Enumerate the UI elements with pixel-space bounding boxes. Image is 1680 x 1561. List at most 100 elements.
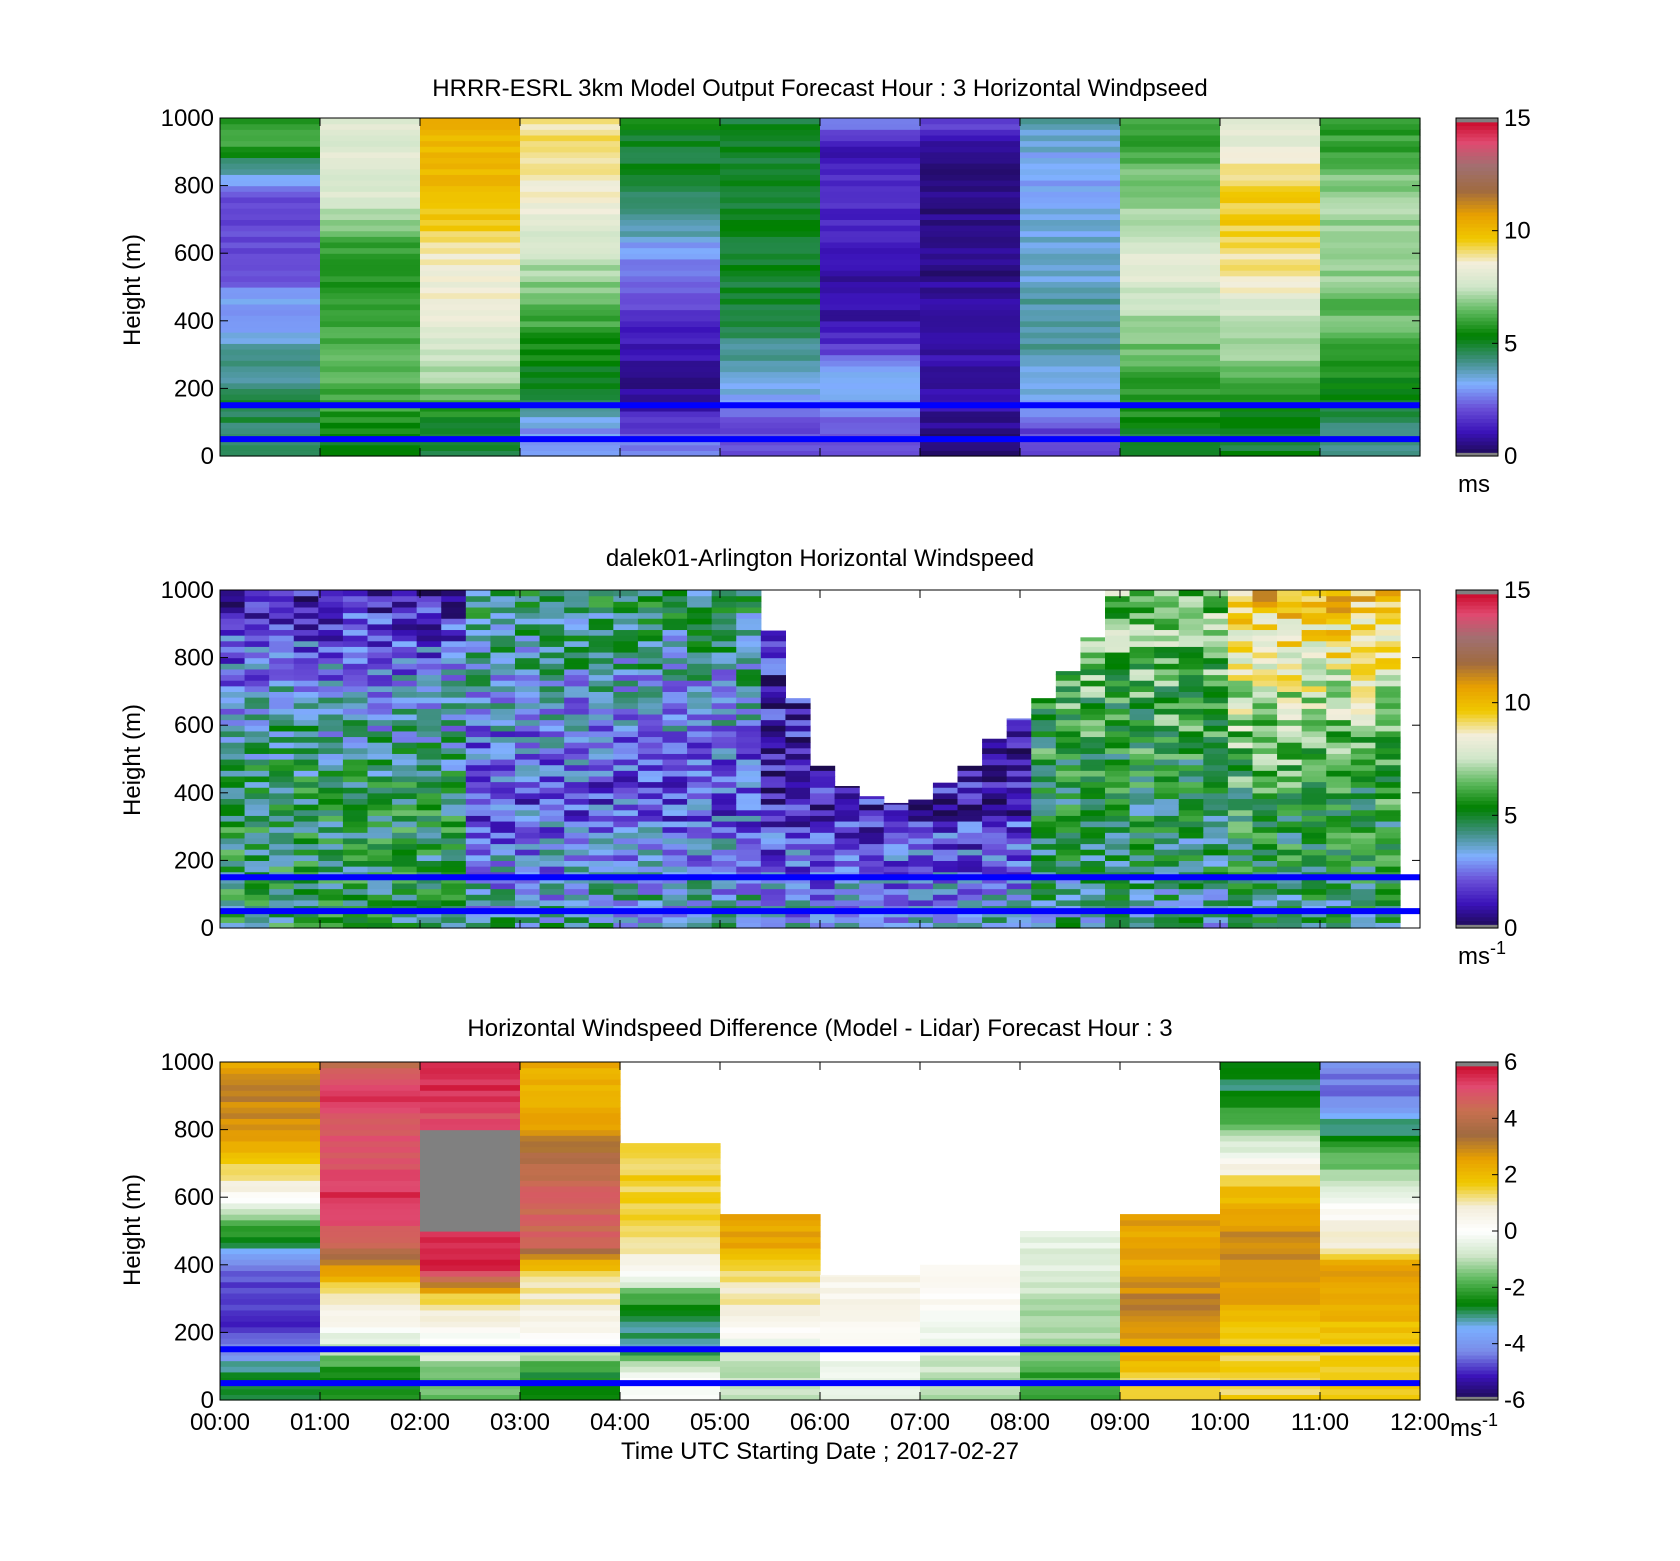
heatmap-cell — [320, 1219, 421, 1226]
heatmap-cell — [490, 618, 516, 625]
heatmap-cell — [1203, 635, 1229, 642]
heatmap-cell — [1154, 685, 1180, 692]
heatmap-cell — [269, 590, 295, 597]
heatmap-cell — [1227, 730, 1254, 738]
heatmap-cell — [1252, 894, 1278, 901]
heatmap-cell — [834, 911, 860, 918]
colorbar-cell — [1456, 1088, 1498, 1093]
heatmap-cell — [720, 1366, 821, 1373]
heatmap-cell — [1129, 685, 1155, 692]
heatmap-cell — [711, 629, 737, 636]
heatmap-cell — [520, 1152, 621, 1159]
heatmap-cell — [1055, 691, 1082, 698]
heatmap-cell — [1129, 826, 1155, 833]
heatmap-cell — [1252, 635, 1278, 642]
heatmap-cell — [564, 612, 590, 619]
heatmap-cell — [1277, 877, 1303, 884]
heatmap-cell — [1020, 298, 1121, 305]
heatmap-cell — [720, 264, 821, 271]
heatmap-cell — [1105, 651, 1131, 659]
heatmap-cell — [465, 657, 492, 664]
heatmap-cell — [1129, 640, 1155, 647]
heatmap-cell — [342, 606, 369, 614]
heatmap-cell — [465, 719, 492, 726]
heatmap-cell — [720, 292, 821, 299]
heatmap-cell — [1154, 866, 1180, 873]
heatmap-cell — [736, 888, 762, 895]
heatmap-cell — [416, 747, 442, 754]
heatmap-cell — [1320, 118, 1421, 125]
heatmap-cell — [1227, 770, 1254, 777]
heatmap-cell — [220, 809, 246, 816]
heatmap-cell — [1203, 843, 1229, 850]
heatmap-cell — [564, 866, 590, 873]
heatmap-cell — [637, 674, 664, 681]
heatmap-cell — [318, 849, 344, 856]
heatmap-cell — [441, 742, 467, 749]
heatmap-cell — [342, 629, 369, 636]
heatmap-cell — [620, 1383, 721, 1390]
heatmap-cell — [1320, 1157, 1421, 1164]
heatmap-cell — [269, 854, 295, 861]
heatmap-cell — [711, 640, 737, 647]
heatmap-cell — [465, 646, 492, 653]
heatmap-cell — [318, 843, 344, 850]
heatmap-cell — [1129, 590, 1155, 597]
heatmap-cell — [220, 651, 246, 659]
heatmap-cell — [687, 618, 713, 625]
heatmap-cell — [810, 894, 836, 901]
colorbar-cell — [1456, 627, 1498, 632]
heatmap-cell — [720, 1315, 821, 1322]
heatmap-cell — [220, 1208, 321, 1215]
heatmap-cell — [320, 258, 421, 266]
heatmap-cell — [564, 747, 590, 754]
heatmap-cell — [920, 185, 1021, 192]
heatmap-cell — [588, 759, 614, 766]
heatmap-cell — [1301, 668, 1327, 676]
heatmap-cell — [1326, 787, 1352, 794]
heatmap-cell — [1220, 348, 1321, 356]
colorbar-tick-label: 0 — [1504, 1218, 1517, 1245]
heatmap-cell — [1252, 725, 1278, 732]
heatmap-cell — [1055, 697, 1082, 704]
heatmap-cell — [1375, 590, 1401, 597]
heatmap-cell — [465, 866, 492, 873]
heatmap-cell — [515, 753, 541, 760]
heatmap-cell — [220, 894, 246, 901]
heatmap-cell — [293, 832, 319, 839]
heatmap-cell — [1252, 663, 1278, 670]
heatmap-cell — [1320, 1107, 1421, 1114]
heatmap-cell — [1301, 651, 1327, 659]
heatmap-cell — [736, 668, 762, 676]
heatmap-cell — [613, 866, 639, 873]
heatmap-cell — [1080, 697, 1106, 704]
heatmap-cell — [269, 668, 295, 676]
heatmap-cell — [416, 753, 442, 760]
heatmap-cell — [711, 736, 737, 743]
heatmap-cell — [520, 450, 621, 457]
heatmap-cell — [920, 1349, 1021, 1356]
heatmap-cell — [269, 770, 295, 777]
heatmap-cell — [711, 894, 737, 901]
heatmap-cell — [1203, 894, 1229, 901]
heatmap-cell — [490, 798, 516, 805]
colorbar-cell — [1456, 706, 1498, 711]
heatmap-cell — [420, 394, 521, 401]
heatmap-cell — [932, 899, 959, 907]
heatmap-cell — [539, 663, 565, 670]
heatmap-cell — [244, 866, 270, 873]
heatmap-cell — [1326, 770, 1352, 777]
heatmap-cell — [1252, 911, 1278, 918]
heatmap-cell — [1178, 742, 1204, 749]
heatmap-cell — [1375, 663, 1401, 670]
heatmap-cell — [613, 770, 639, 777]
heatmap-cell — [1320, 377, 1421, 384]
colorbar-cell — [1456, 909, 1498, 914]
heatmap-cell — [1105, 725, 1131, 732]
heatmap-cell — [1154, 849, 1180, 856]
heatmap-cell — [620, 1180, 721, 1187]
heatmap-cell — [564, 882, 590, 890]
heatmap-cell — [367, 815, 393, 822]
heatmap-cell — [620, 118, 721, 125]
heatmap-cell — [736, 747, 762, 754]
